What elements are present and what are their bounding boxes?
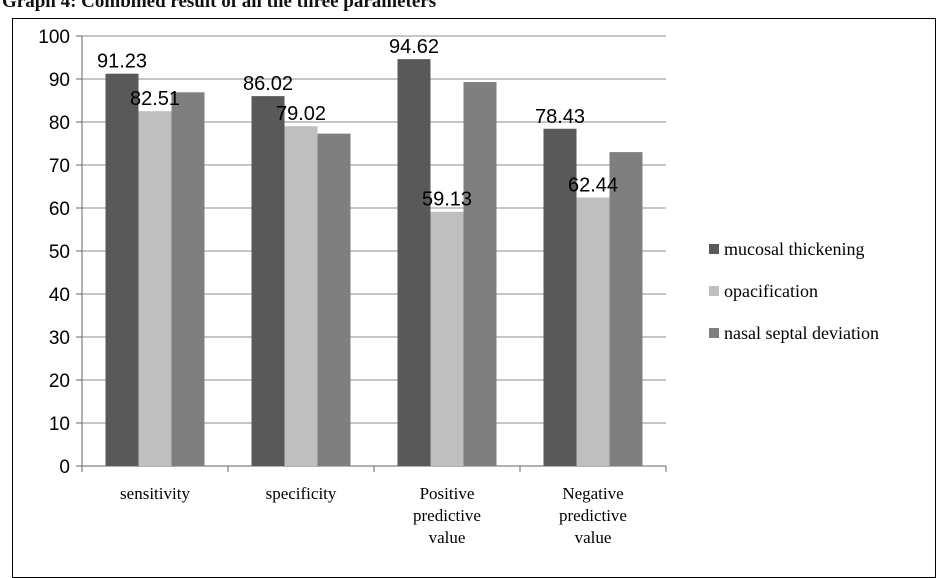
y-tick-label: 20	[49, 371, 70, 392]
x-category-label: value	[575, 528, 612, 547]
legend-swatch	[709, 286, 719, 296]
data-label: 59.13	[422, 189, 472, 211]
bar-mucosal-thickening	[543, 128, 577, 466]
data-label: 86.02	[243, 73, 293, 95]
y-tick-label: 0	[59, 457, 70, 478]
data-label: 91.23	[97, 51, 147, 73]
legend-swatch	[709, 328, 719, 338]
y-tick-label: 60	[49, 199, 70, 220]
y-tick-label: 90	[49, 70, 70, 91]
bar-mucosal-thickening	[397, 59, 431, 466]
legend-swatch	[709, 244, 719, 254]
legend-entry: mucosal thickening	[724, 239, 864, 259]
x-category-label: sensitivity	[120, 484, 190, 503]
bar-opacification	[430, 211, 464, 466]
y-tick-label: 80	[49, 113, 70, 134]
x-category-label: predictive	[413, 506, 481, 525]
bar-nasal-septal-deviation	[317, 133, 351, 467]
y-tick-label: 100	[38, 27, 70, 48]
bar-opacification	[576, 197, 610, 466]
y-tick-label: 10	[49, 414, 70, 435]
y-tick-label: 40	[49, 285, 70, 306]
data-label: 82.51	[130, 88, 180, 110]
x-category-label: Positive	[420, 484, 475, 503]
legend-entry: nasal septal deviation	[724, 323, 879, 343]
bar-nasal-septal-deviation	[171, 92, 205, 466]
x-category-label: Negative	[562, 484, 623, 503]
x-category-label: predictive	[559, 506, 627, 525]
chart-title: Graph 4: Combined result of all the thre…	[2, 0, 437, 12]
data-label: 78.43	[535, 106, 585, 128]
data-label: 94.62	[389, 36, 439, 58]
x-category-label: specificity	[266, 484, 337, 503]
bar-opacification	[138, 111, 172, 466]
bar-mucosal-thickening	[105, 73, 139, 466]
bar-nasal-septal-deviation	[609, 152, 643, 466]
legend-entry: opacification	[724, 281, 818, 301]
bar-opacification	[284, 126, 318, 467]
data-label: 79.02	[276, 103, 326, 125]
y-tick-label: 50	[49, 242, 70, 263]
y-tick-label: 70	[49, 156, 70, 177]
bar-nasal-septal-deviation	[463, 82, 497, 466]
y-tick-label: 30	[49, 328, 70, 349]
bar-mucosal-thickening	[251, 96, 285, 466]
x-category-label: value	[429, 528, 466, 547]
data-label: 62.44	[568, 175, 618, 197]
